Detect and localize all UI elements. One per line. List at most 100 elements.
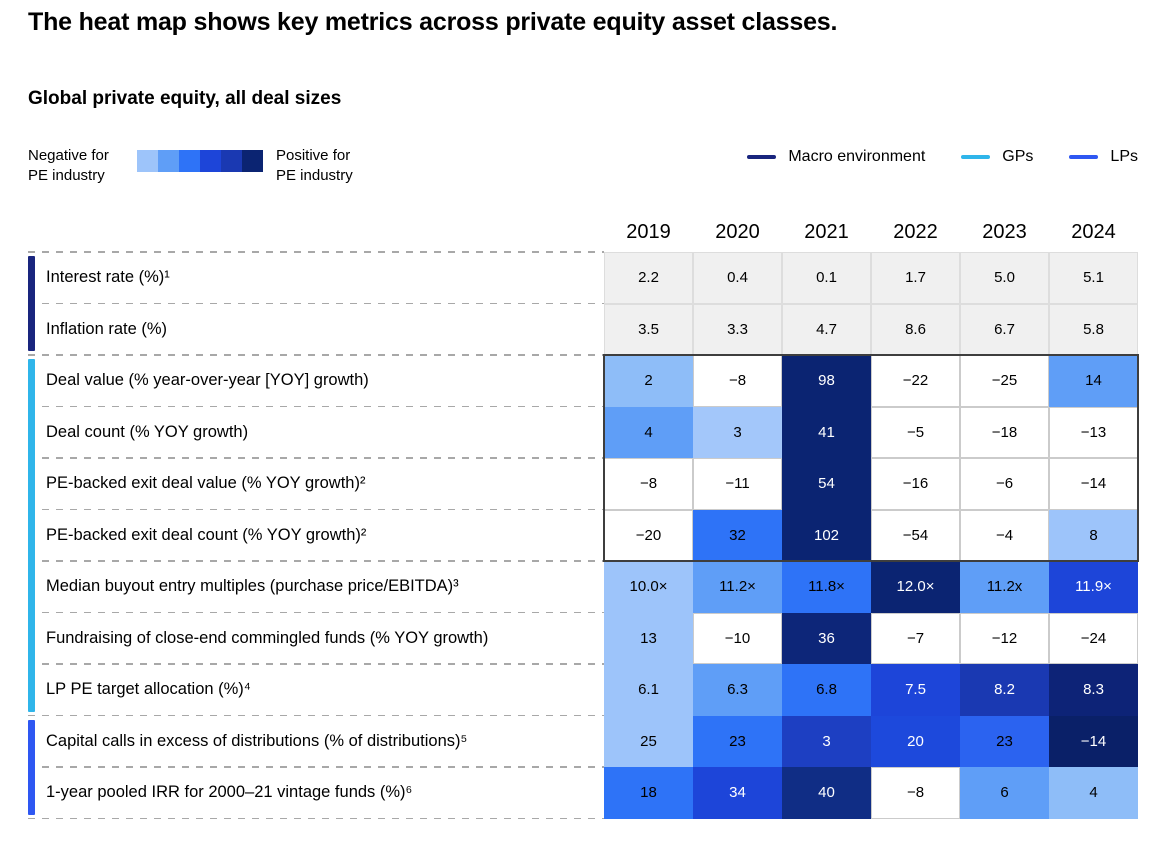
heatmap-cell: −24	[1049, 612, 1138, 664]
year-header: 2023	[982, 220, 1027, 243]
heatmap-table: 2019 2020 2021 2022 2023 2024 Interest rate (…	[28, 212, 1139, 819]
heatmap-cell: 11.2×	[693, 561, 782, 613]
heatmap-cell: 20	[871, 715, 960, 767]
heatmap-cell: −14	[1049, 715, 1138, 767]
heatmap-cell: 6.3	[693, 664, 782, 716]
group-indicator-bar	[28, 719, 35, 815]
heatmap-cell: −25	[960, 355, 1049, 407]
heatmap-cell: 2	[604, 355, 693, 407]
color-scale-swatch	[242, 150, 263, 172]
color-scale-swatch	[158, 150, 179, 172]
heatmap-cell: −16	[871, 458, 960, 510]
heatmap-cell: 3.3	[693, 303, 782, 355]
heatmap-cell: 5.1	[1049, 252, 1138, 304]
metric-label: Fundraising of close-end commingled fund…	[46, 628, 489, 647]
metric-label: Median buyout entry multiples (purchase …	[46, 577, 459, 596]
heatmap-body: Interest rate (%)¹ 2.2 0.4 0.1 1.7 5.0 5.1 Infl…	[28, 251, 1139, 819]
heatmap-cell: 6.7	[960, 303, 1049, 355]
heatmap-cell: −10	[693, 612, 782, 664]
metric-label: 1-year pooled IRR for 2000–21 vintage fu…	[46, 783, 413, 802]
metric-label: PE-backed exit deal value (% YOY growth)…	[46, 474, 366, 493]
heatmap-cell: 0.4	[693, 252, 782, 304]
heatmap-cell: 25	[604, 715, 693, 767]
heatmap-cell: 2.2	[604, 252, 693, 304]
heatmap-cell: 11.2x	[960, 561, 1049, 613]
color-scale-swatch	[179, 150, 200, 172]
heatmap-cell: 98	[782, 355, 871, 407]
series-legend: Macro environment GPs LPs	[747, 145, 1138, 169]
year-header: 2020	[715, 220, 760, 243]
heatmap-cell: −8	[693, 355, 782, 407]
heatmap-cell: 5.8	[1049, 303, 1138, 355]
year-header: 2024	[1071, 220, 1116, 243]
color-scale-legend: Negative for PE industry Positive for PE…	[28, 146, 353, 186]
heatmap-cell: 102	[782, 509, 871, 561]
series-legend-label: Macro environment	[788, 148, 926, 165]
heatmap-cell: 4	[604, 406, 693, 458]
heatmap-cell: 14	[1049, 355, 1138, 407]
heatmap-cell: 23	[693, 715, 782, 767]
metric-label: Capital calls in excess of distributions…	[46, 731, 468, 750]
heatmap-cell: −6	[960, 458, 1049, 510]
heatmap-cell: 5.0	[960, 252, 1049, 304]
color-scale-swatches	[137, 150, 263, 172]
heatmap-cell: −8	[871, 767, 960, 819]
group-indicator-bar	[28, 359, 35, 712]
heatmap-cell: −13	[1049, 406, 1138, 458]
heatmap-cell: 40	[782, 767, 871, 819]
heatmap-cell: 7.5	[871, 664, 960, 716]
heatmap-cell: 10.0×	[604, 561, 693, 613]
heatmap-cell: −12	[960, 612, 1049, 664]
scale-negative-label: Negative for PE industry	[28, 147, 109, 184]
heatmap-cell: 13	[604, 612, 693, 664]
metric-row: Fundraising of close-end commingled fund…	[28, 611, 1138, 664]
heatmap-cell: 8.3	[1049, 664, 1138, 716]
heatmap-cell: 12.0×	[871, 561, 960, 613]
series-legend-item: GPs	[961, 148, 1033, 166]
metric-row: Median buyout entry multiples (purchase …	[28, 560, 1138, 613]
metric-label: Deal value (% year-over-year [YOY] growt…	[46, 371, 369, 390]
color-scale-swatch	[137, 150, 158, 172]
color-scale-swatch	[221, 150, 242, 172]
heatmap-cell: 23	[960, 715, 1049, 767]
metric-label: Inflation rate (%)	[46, 319, 168, 338]
heatmap-cell: −18	[960, 406, 1049, 458]
heatmap-cell: 4.7	[782, 303, 871, 355]
metric-row: PE-backed exit deal count (% YOY growth)…	[28, 508, 1138, 561]
year-header: 2022	[893, 220, 938, 243]
heatmap-cell: 34	[693, 767, 782, 819]
heatmap-cell: −11	[693, 458, 782, 510]
color-scale-swatch	[200, 150, 221, 172]
heatmap-cell: −54	[871, 509, 960, 561]
heatmap-cell: 11.8×	[782, 561, 871, 613]
heatmap-cell: −22	[871, 355, 960, 407]
series-legend-label: LPs	[1110, 148, 1138, 165]
series-legend-item: Macro environment	[747, 148, 925, 166]
heatmap-cell: 3.5	[604, 303, 693, 355]
metric-row: Interest rate (%)¹ 2.2 0.4 0.1 1.7 5.0 5.1	[28, 251, 1138, 304]
heatmap-cell: 8.2	[960, 664, 1049, 716]
series-legend-item: LPs	[1069, 148, 1138, 166]
page-title: The heat map shows key metrics across pr…	[28, 8, 838, 36]
heatmap-cell: 54	[782, 458, 871, 510]
metric-row: PE-backed exit deal value (% YOY growth)…	[28, 457, 1138, 510]
metric-label: LP PE target allocation (%)⁴	[46, 680, 251, 699]
year-header: 2021	[804, 220, 849, 243]
heatmap-cell: 6.1	[604, 664, 693, 716]
metric-label: PE-backed exit deal count (% YOY growth)…	[46, 525, 367, 544]
heatmap-cell: 11.9×	[1049, 561, 1138, 613]
series-color-line	[747, 155, 777, 159]
heatmap-cell: −5	[871, 406, 960, 458]
metric-row: Deal count (% YOY growth) 4 3 41 −5 −18 −13	[28, 405, 1138, 458]
series-color-line	[1069, 155, 1099, 159]
year-header-row: 2019 2020 2021 2022 2023 2024	[604, 212, 1138, 252]
heatmap-cell: 18	[604, 767, 693, 819]
heatmap-cell: 4	[1049, 767, 1138, 819]
heatmap-cell: 32	[693, 509, 782, 561]
heatmap-cell: 41	[782, 406, 871, 458]
heatmap-cell: 1.7	[871, 252, 960, 304]
heatmap-cell: 3	[782, 715, 871, 767]
heatmap-cell: −4	[960, 509, 1049, 561]
series-legend-label: GPs	[1002, 148, 1034, 165]
